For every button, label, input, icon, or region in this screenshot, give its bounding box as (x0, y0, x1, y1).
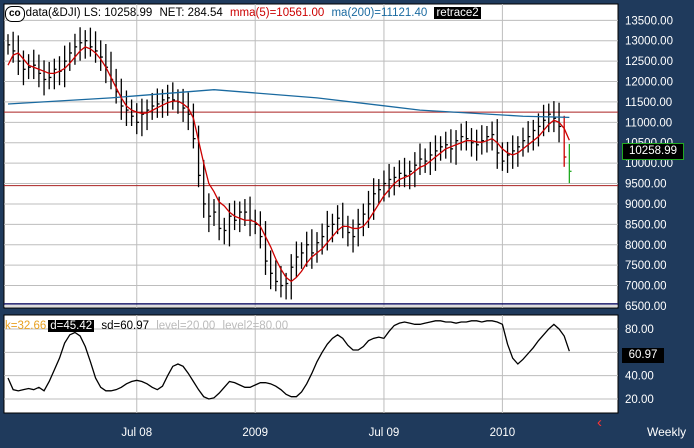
osc-tick-label: 80.00 (625, 324, 654, 336)
price-tick-label: 13500.00 (625, 15, 673, 27)
oscillator-legend: k=32.66 d=45.42 sd=60.97 level=20.00 leve… (5, 319, 292, 333)
period-label[interactable]: Weekly (647, 425, 687, 439)
price-last-tag: 10258.99 (622, 143, 684, 160)
price-tick-label: 7500.00 (625, 260, 667, 272)
price-tick-label: 11000.00 (625, 117, 672, 129)
price-tick-label: 12000.00 (625, 77, 673, 89)
osc-tick-label: 20.00 (625, 394, 654, 406)
osc-tick-label: 40.00 (625, 371, 654, 383)
price-tick-label: 8000.00 (625, 240, 667, 252)
mma-line (7, 46, 570, 283)
price-tick-label: 10000.00 (625, 158, 673, 170)
x-tick-label: Jul 08 (121, 427, 152, 439)
level2-legend-label: level2=80.00 (222, 320, 289, 332)
data-legend-label: data(&DJI) LS: 10258.99 (25, 7, 153, 19)
k-legend-label: k=32.66 (5, 320, 47, 332)
retrace-legend-label: retrace2 (434, 7, 481, 19)
price-tick-label: 12500.00 (625, 56, 673, 68)
co-badge-icon: co (5, 6, 25, 22)
price-tick-label: 13000.00 (625, 36, 673, 48)
price-legend: co data(&DJI) LS: 10258.99 NET: 284.54 mm… (5, 6, 485, 22)
osc-last-tag: 60.97 (622, 348, 664, 363)
price-tick-label: 9000.00 (625, 199, 667, 211)
price-tick-label: 9500.00 (625, 179, 667, 191)
oscillator-plot-area (3, 314, 619, 414)
mma-legend-label: mma(5)=10561.00 (229, 7, 325, 19)
sd-line (7, 320, 570, 400)
price-tick-label: 11500.00 (625, 97, 672, 109)
level-legend-label: level=20.00 (156, 320, 216, 332)
d-legend-label: d=45.42 (48, 320, 95, 332)
x-tick-label: 2010 (490, 427, 516, 439)
ma200-line (7, 89, 570, 119)
price-tick-label: 7000.00 (625, 281, 667, 293)
x-tick-label: 2009 (242, 427, 268, 439)
net-legend-label: NET: 284.54 (159, 7, 223, 19)
ma200-legend-label: ma(200)=11121.40 (331, 7, 428, 19)
x-tick-label: Jul 09 (369, 427, 400, 439)
sd-legend-label: sd=60.97 (101, 320, 149, 332)
price-tick-label: 8500.00 (625, 219, 667, 231)
price-tick-label: 6500.00 (625, 301, 667, 313)
left-arrow-icon[interactable]: ‹ (597, 414, 602, 431)
